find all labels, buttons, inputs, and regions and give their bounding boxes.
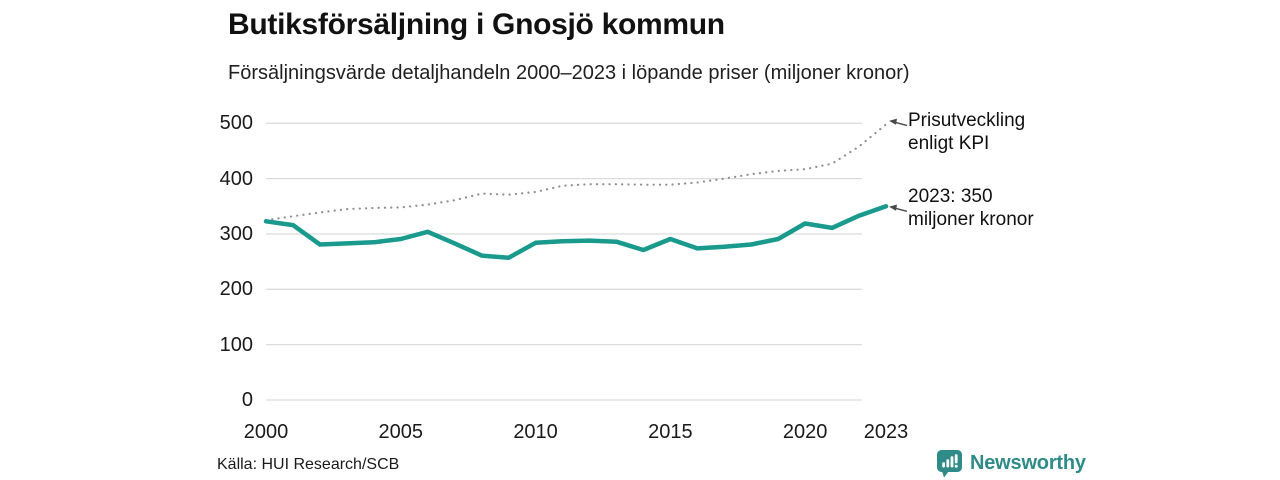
kpi-annotation-line1: Prisutveckling <box>908 110 1026 131</box>
newsworthy-logo-icon <box>937 450 962 478</box>
sales-line <box>263 204 889 261</box>
y-tick-label: 100 <box>219 333 253 356</box>
brand-name: Newsworthy <box>970 452 1086 474</box>
y-tick-label: 400 <box>219 167 253 190</box>
brand-lockup: Newsworthy <box>936 449 1086 478</box>
kpi-series-annotation: Prisutveckling enligt KPI <box>908 109 1025 155</box>
annotation-arrowhead <box>889 204 897 211</box>
x-tick-label: 2015 <box>648 421 693 443</box>
x-axis: 2000 2005 2010 2015 2020 2023 <box>0 421 1280 447</box>
latest-value-annotation: 2023: 350 miljoner kronor <box>908 185 1034 231</box>
x-tick-label: 2010 <box>513 421 558 443</box>
source-note: Källa: HUI Research/SCB <box>217 456 400 473</box>
y-tick-label: 0 <box>241 389 253 411</box>
kpi-index-line <box>264 123 888 222</box>
y-axis: 0 100 200 300 400 500 <box>150 0 253 480</box>
chart-subtitle: Försäljningsvärde detaljhandeln 2000–202… <box>228 62 910 84</box>
y-tick-label: 200 <box>219 278 253 301</box>
chart-title: Butiksförsäljning i Gnosjö kommun <box>228 8 725 41</box>
annotation-arrowhead <box>889 118 897 125</box>
x-tick-label: 2000 <box>243 421 289 443</box>
y-tick-label: 500 <box>219 112 253 135</box>
value-annotation-line1: 2023: 350 <box>908 186 993 207</box>
kpi-annotation-line2: enligt KPI <box>908 133 990 154</box>
x-tick-label: 2005 <box>378 421 424 443</box>
x-tick-label: 2023 <box>863 421 909 443</box>
x-tick-label: 2020 <box>782 421 828 443</box>
value-annotation-line2: miljoner kronor <box>908 209 1034 230</box>
y-tick-label: 300 <box>219 222 253 245</box>
